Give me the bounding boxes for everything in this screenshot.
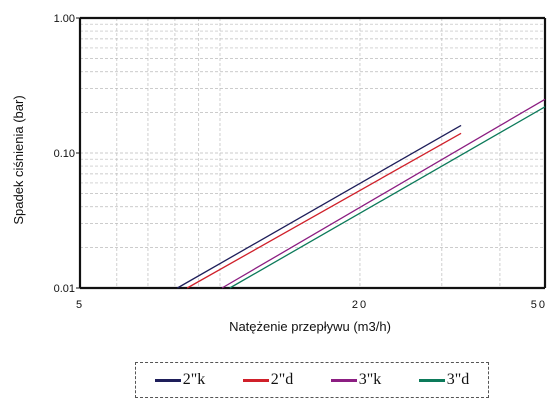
legend-item: 2"d [242, 371, 294, 389]
y-tick-label: 0.01 [54, 283, 75, 295]
legend-item: 2"k [154, 371, 206, 389]
series-lines [177, 98, 546, 289]
y-tick-label: 0.10 [54, 148, 75, 160]
grid-lines [80, 18, 546, 288]
legend-label: 3"d [446, 371, 470, 388]
legend-swatch [154, 378, 181, 382]
legend-label: 2"d [270, 371, 294, 388]
series-line [177, 124, 462, 289]
x-tick-label: 5 [76, 299, 84, 311]
y-tick-label: 1.00 [54, 13, 75, 25]
legend-swatch [242, 378, 269, 382]
tick-labels: 1.00 0.10 0.015 20 50 [54, 13, 547, 311]
x-axis-title: Natężenie przepływu (m3/h) [229, 319, 391, 334]
legend-item: 3"k [330, 371, 382, 389]
series-line [229, 106, 546, 289]
legend-label: 3"k [358, 371, 382, 388]
legend-label: 2"k [182, 371, 206, 388]
series-line [221, 98, 546, 289]
legend-item: 3"d [418, 371, 470, 389]
pressure-drop-chart: 1.00 0.10 0.015 20 50 Natężenie przepływu (m… [11, 13, 547, 334]
x-tick-label: 50 [531, 299, 547, 311]
y-axis-title: Spadek ciśnienia (bar) [11, 95, 26, 224]
chart-legend: 2"k 2"d 3"k 3"d [135, 362, 489, 398]
series-line [186, 132, 462, 289]
legend-swatch [418, 378, 445, 382]
legend-swatch [330, 378, 357, 382]
x-tick-label: 20 [352, 299, 368, 311]
